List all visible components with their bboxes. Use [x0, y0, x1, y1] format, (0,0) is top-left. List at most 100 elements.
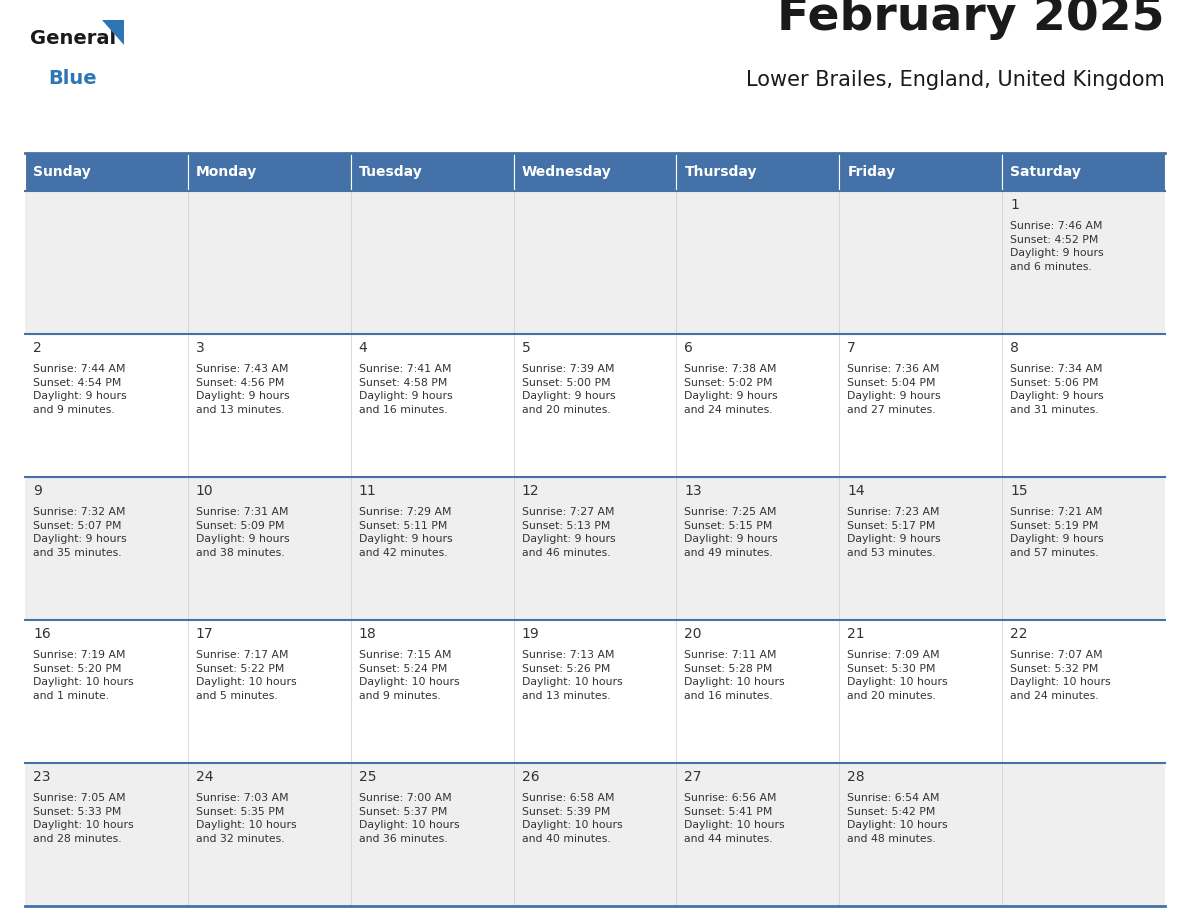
Bar [676, 191, 839, 334]
Bar [1003, 477, 1165, 620]
Bar [513, 334, 676, 477]
Text: Sunrise: 7:36 AM
Sunset: 5:04 PM
Daylight: 9 hours
and 27 minutes.: Sunrise: 7:36 AM Sunset: 5:04 PM Dayligh… [847, 364, 941, 415]
Text: Sunrise: 7:44 AM
Sunset: 4:54 PM
Daylight: 9 hours
and 9 minutes.: Sunrise: 7:44 AM Sunset: 4:54 PM Dayligh… [33, 364, 127, 415]
Bar [1003, 334, 1165, 477]
Bar [513, 620, 676, 763]
Text: Sunrise: 7:05 AM
Sunset: 5:33 PM
Daylight: 10 hours
and 28 minutes.: Sunrise: 7:05 AM Sunset: 5:33 PM Dayligh… [33, 793, 133, 844]
Bar [1003, 763, 1165, 906]
Text: 1: 1 [1010, 198, 1019, 212]
Text: Sunrise: 7:29 AM
Sunset: 5:11 PM
Daylight: 9 hours
and 42 minutes.: Sunrise: 7:29 AM Sunset: 5:11 PM Dayligh… [359, 507, 453, 558]
Bar [839, 153, 1003, 191]
Bar [676, 477, 839, 620]
Text: Sunrise: 6:58 AM
Sunset: 5:39 PM
Daylight: 10 hours
and 40 minutes.: Sunrise: 6:58 AM Sunset: 5:39 PM Dayligh… [522, 793, 623, 844]
Text: Monday: Monday [196, 165, 257, 179]
Text: 25: 25 [359, 770, 377, 784]
Text: 21: 21 [847, 627, 865, 641]
Bar [25, 153, 188, 191]
Text: 11: 11 [359, 484, 377, 498]
Text: 20: 20 [684, 627, 702, 641]
Bar [676, 153, 839, 191]
Text: 15: 15 [1010, 484, 1028, 498]
Bar [676, 620, 839, 763]
Text: Sunrise: 7:03 AM
Sunset: 5:35 PM
Daylight: 10 hours
and 32 minutes.: Sunrise: 7:03 AM Sunset: 5:35 PM Dayligh… [196, 793, 297, 844]
Bar [839, 191, 1003, 334]
Bar [1003, 191, 1165, 334]
Text: 24: 24 [196, 770, 214, 784]
Text: Sunrise: 7:21 AM
Sunset: 5:19 PM
Daylight: 9 hours
and 57 minutes.: Sunrise: 7:21 AM Sunset: 5:19 PM Dayligh… [1010, 507, 1104, 558]
Text: Sunrise: 7:27 AM
Sunset: 5:13 PM
Daylight: 9 hours
and 46 minutes.: Sunrise: 7:27 AM Sunset: 5:13 PM Dayligh… [522, 507, 615, 558]
Text: 5: 5 [522, 341, 530, 355]
Text: Sunrise: 7:00 AM
Sunset: 5:37 PM
Daylight: 10 hours
and 36 minutes.: Sunrise: 7:00 AM Sunset: 5:37 PM Dayligh… [359, 793, 460, 844]
Text: Tuesday: Tuesday [359, 165, 423, 179]
Text: Saturday: Saturday [1010, 165, 1081, 179]
Text: 16: 16 [33, 627, 51, 641]
Bar [839, 620, 1003, 763]
Bar [188, 191, 350, 334]
Bar [25, 191, 188, 334]
Bar [350, 153, 513, 191]
Text: 26: 26 [522, 770, 539, 784]
Bar [513, 477, 676, 620]
Polygon shape [102, 20, 124, 45]
Text: Blue: Blue [48, 69, 96, 88]
Bar [350, 477, 513, 620]
Text: Sunrise: 7:09 AM
Sunset: 5:30 PM
Daylight: 10 hours
and 20 minutes.: Sunrise: 7:09 AM Sunset: 5:30 PM Dayligh… [847, 650, 948, 700]
Text: 23: 23 [33, 770, 51, 784]
Bar [25, 477, 188, 620]
Bar [188, 620, 350, 763]
Bar [350, 191, 513, 334]
Text: 7: 7 [847, 341, 857, 355]
Bar [188, 477, 350, 620]
Text: 12: 12 [522, 484, 539, 498]
Text: February 2025: February 2025 [777, 0, 1165, 40]
Text: Sunrise: 7:23 AM
Sunset: 5:17 PM
Daylight: 9 hours
and 53 minutes.: Sunrise: 7:23 AM Sunset: 5:17 PM Dayligh… [847, 507, 941, 558]
Text: 8: 8 [1010, 341, 1019, 355]
Text: 19: 19 [522, 627, 539, 641]
Text: Sunrise: 6:56 AM
Sunset: 5:41 PM
Daylight: 10 hours
and 44 minutes.: Sunrise: 6:56 AM Sunset: 5:41 PM Dayligh… [684, 793, 785, 844]
Text: Sunrise: 7:31 AM
Sunset: 5:09 PM
Daylight: 9 hours
and 38 minutes.: Sunrise: 7:31 AM Sunset: 5:09 PM Dayligh… [196, 507, 290, 558]
Bar [839, 477, 1003, 620]
Text: Sunrise: 7:34 AM
Sunset: 5:06 PM
Daylight: 9 hours
and 31 minutes.: Sunrise: 7:34 AM Sunset: 5:06 PM Dayligh… [1010, 364, 1104, 415]
Text: Sunrise: 7:43 AM
Sunset: 4:56 PM
Daylight: 9 hours
and 13 minutes.: Sunrise: 7:43 AM Sunset: 4:56 PM Dayligh… [196, 364, 290, 415]
Text: Wednesday: Wednesday [522, 165, 612, 179]
Text: Sunrise: 7:39 AM
Sunset: 5:00 PM
Daylight: 9 hours
and 20 minutes.: Sunrise: 7:39 AM Sunset: 5:00 PM Dayligh… [522, 364, 615, 415]
Bar [350, 620, 513, 763]
Bar [25, 334, 188, 477]
Bar [188, 334, 350, 477]
Text: 18: 18 [359, 627, 377, 641]
Text: Sunrise: 7:41 AM
Sunset: 4:58 PM
Daylight: 9 hours
and 16 minutes.: Sunrise: 7:41 AM Sunset: 4:58 PM Dayligh… [359, 364, 453, 415]
Text: Lower Brailes, England, United Kingdom: Lower Brailes, England, United Kingdom [746, 70, 1165, 90]
Bar [839, 334, 1003, 477]
Text: Sunrise: 7:25 AM
Sunset: 5:15 PM
Daylight: 9 hours
and 49 minutes.: Sunrise: 7:25 AM Sunset: 5:15 PM Dayligh… [684, 507, 778, 558]
Text: Friday: Friday [847, 165, 896, 179]
Text: Sunrise: 7:46 AM
Sunset: 4:52 PM
Daylight: 9 hours
and 6 minutes.: Sunrise: 7:46 AM Sunset: 4:52 PM Dayligh… [1010, 221, 1104, 272]
Bar [513, 191, 676, 334]
Text: Sunrise: 7:11 AM
Sunset: 5:28 PM
Daylight: 10 hours
and 16 minutes.: Sunrise: 7:11 AM Sunset: 5:28 PM Dayligh… [684, 650, 785, 700]
Text: Sunday: Sunday [33, 165, 90, 179]
Text: 2: 2 [33, 341, 42, 355]
Text: 22: 22 [1010, 627, 1028, 641]
Text: Sunrise: 7:19 AM
Sunset: 5:20 PM
Daylight: 10 hours
and 1 minute.: Sunrise: 7:19 AM Sunset: 5:20 PM Dayligh… [33, 650, 133, 700]
Text: 3: 3 [196, 341, 204, 355]
Bar [513, 763, 676, 906]
Text: 14: 14 [847, 484, 865, 498]
Text: General: General [30, 29, 116, 48]
Text: 10: 10 [196, 484, 214, 498]
Text: 27: 27 [684, 770, 702, 784]
Text: 13: 13 [684, 484, 702, 498]
Bar [1003, 620, 1165, 763]
Text: Sunrise: 7:07 AM
Sunset: 5:32 PM
Daylight: 10 hours
and 24 minutes.: Sunrise: 7:07 AM Sunset: 5:32 PM Dayligh… [1010, 650, 1111, 700]
Text: Sunrise: 7:17 AM
Sunset: 5:22 PM
Daylight: 10 hours
and 5 minutes.: Sunrise: 7:17 AM Sunset: 5:22 PM Dayligh… [196, 650, 297, 700]
Text: Sunrise: 6:54 AM
Sunset: 5:42 PM
Daylight: 10 hours
and 48 minutes.: Sunrise: 6:54 AM Sunset: 5:42 PM Dayligh… [847, 793, 948, 844]
Bar [676, 763, 839, 906]
Text: Sunrise: 7:15 AM
Sunset: 5:24 PM
Daylight: 10 hours
and 9 minutes.: Sunrise: 7:15 AM Sunset: 5:24 PM Dayligh… [359, 650, 460, 700]
Text: 28: 28 [847, 770, 865, 784]
Bar [188, 153, 350, 191]
Bar [839, 763, 1003, 906]
Bar [350, 763, 513, 906]
Bar [1003, 153, 1165, 191]
Text: 6: 6 [684, 341, 694, 355]
Bar [676, 334, 839, 477]
Text: 17: 17 [196, 627, 214, 641]
Text: Thursday: Thursday [684, 165, 757, 179]
